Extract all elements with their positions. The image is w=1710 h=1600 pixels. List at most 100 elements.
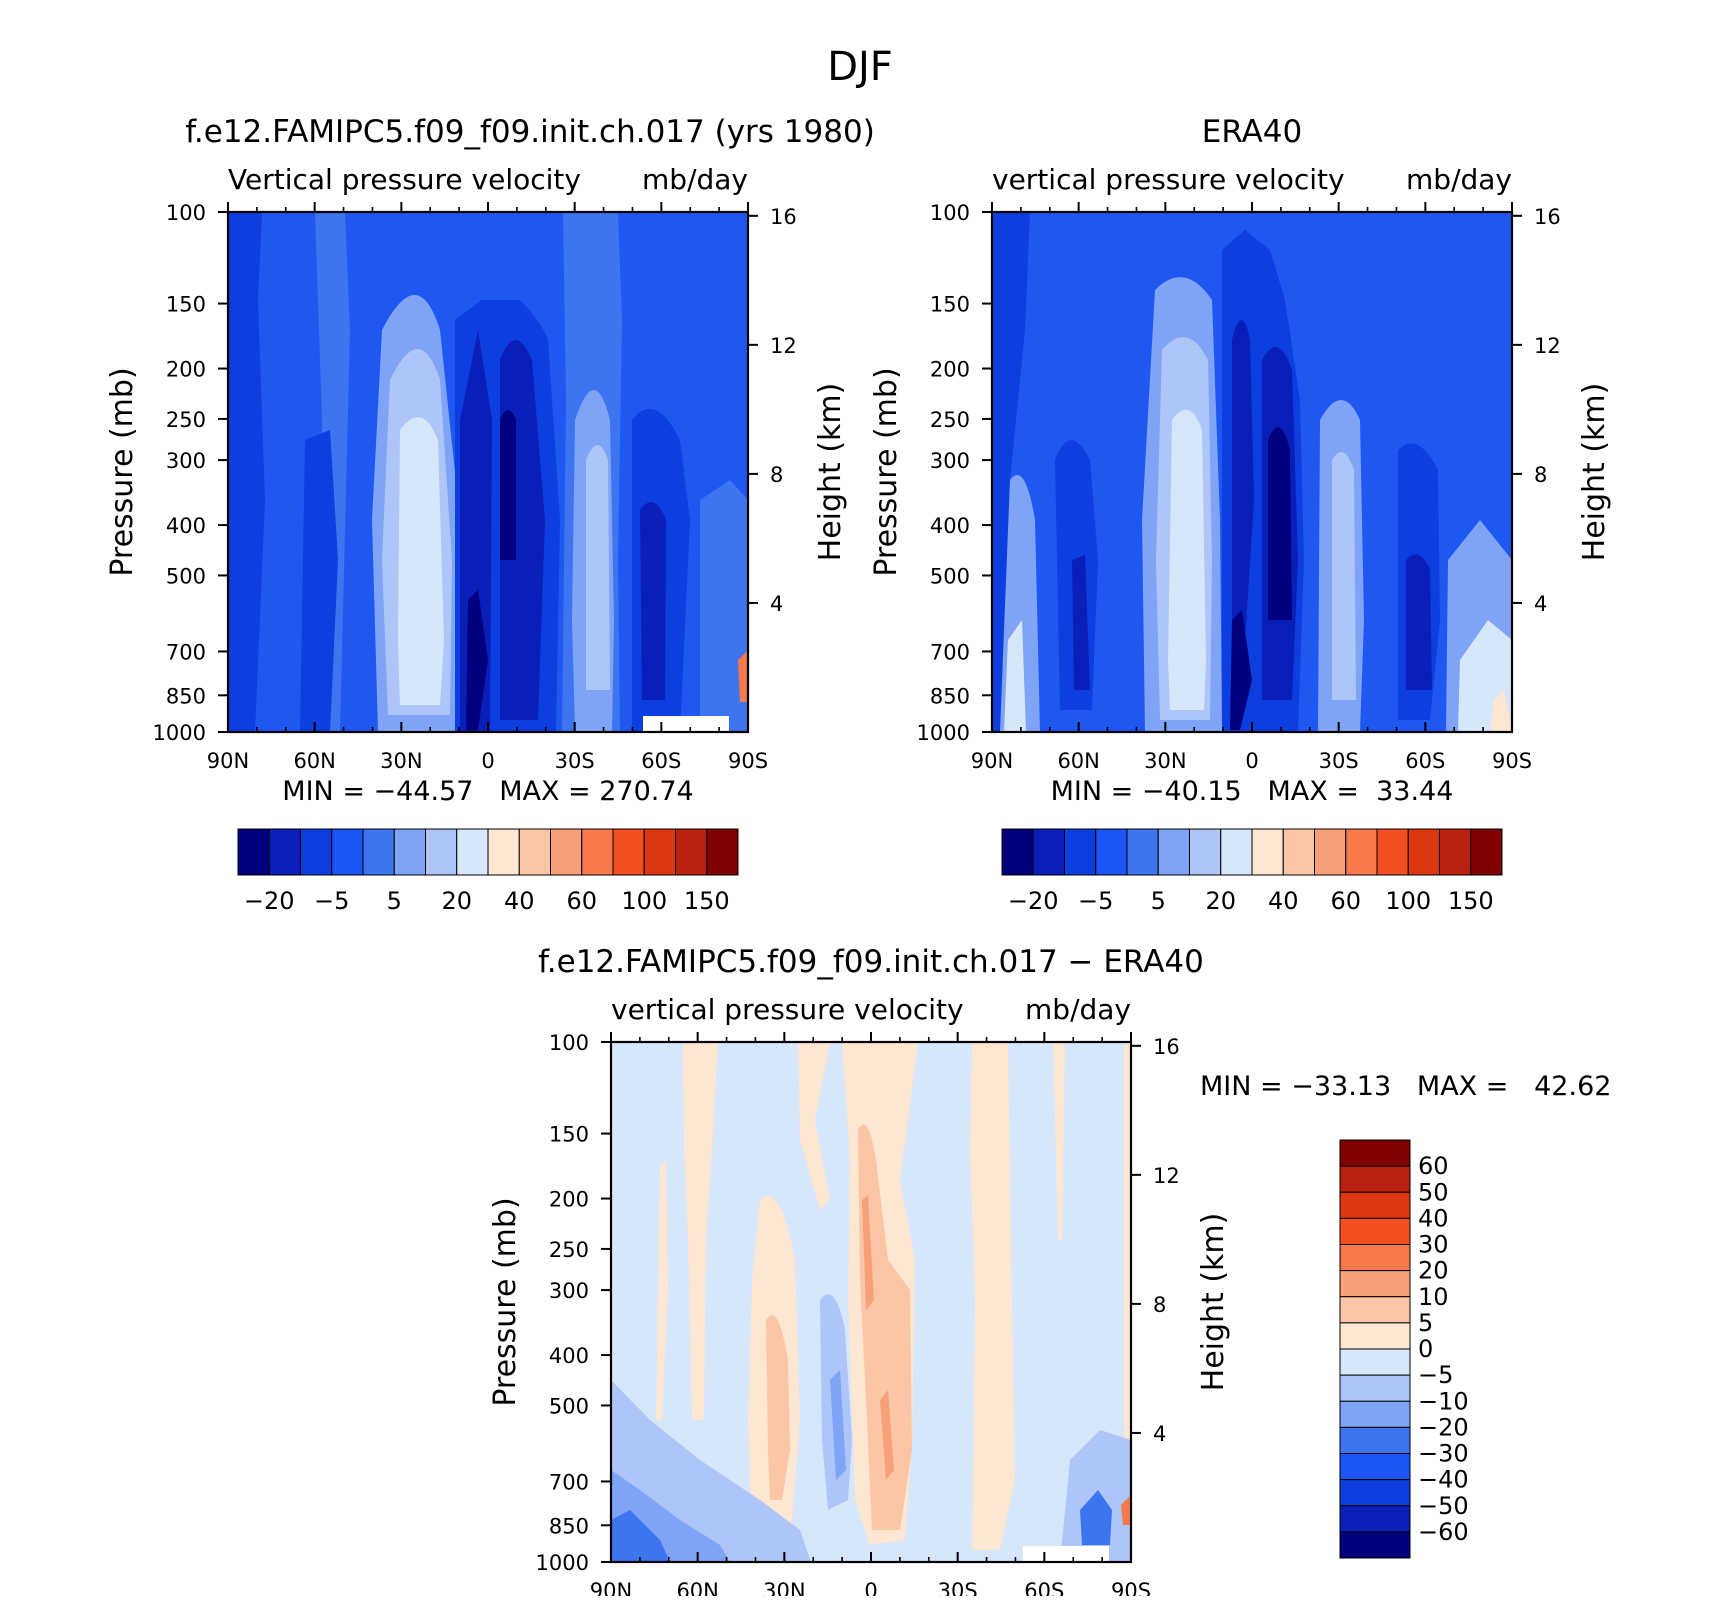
colorbar-swatch xyxy=(487,828,520,876)
obs-colorbar: −20 −5 5 20 40 60 100 150 xyxy=(1001,828,1503,915)
x-tick-label: 90S xyxy=(728,749,768,773)
obs-band-polar xyxy=(992,212,1030,732)
colorbar-swatch xyxy=(1095,828,1128,876)
colorbar-swatch xyxy=(1032,828,1065,876)
obs-field xyxy=(992,212,1512,732)
colorbar-swatch xyxy=(550,828,583,876)
obs-y2label: Height (km) xyxy=(1577,383,1612,562)
obs-band-itcz-4 xyxy=(1268,427,1292,620)
model-ylabel: Pressure (mb) xyxy=(105,367,140,576)
obs-band-itcz-5 xyxy=(1230,610,1252,730)
diff-band-6 xyxy=(970,1042,1015,1550)
colorbar-label: −20 xyxy=(244,887,295,915)
model-field xyxy=(228,212,748,732)
y-tick-label: 400 xyxy=(166,514,206,538)
model-band-polar-pos xyxy=(738,650,748,702)
colorbar-swatch xyxy=(706,828,739,876)
y2-tick-label: 8 xyxy=(1534,463,1547,487)
obs-band-sh-polar-3 xyxy=(1490,690,1512,732)
x-tick-label: 90S xyxy=(1492,749,1532,773)
x-tick-label: 60S xyxy=(1024,1579,1064,1596)
x-tick-label: 60S xyxy=(641,749,681,773)
y2-tick-label: 12 xyxy=(1153,1164,1180,1188)
model-missing-region xyxy=(643,716,729,732)
x-tick-label: 90S xyxy=(1111,1579,1151,1596)
diff-stats: MIN = −33.13 MAX = 42.62 xyxy=(1200,1071,1611,1102)
colorbar-swatch xyxy=(1339,1139,1411,1167)
y-tick-label: 300 xyxy=(549,1279,589,1303)
colorbar-label: 20 xyxy=(1418,1257,1449,1285)
colorbar-swatch xyxy=(1470,828,1503,876)
y2-tick-label: 12 xyxy=(1534,334,1561,358)
x-tick-label: 0 xyxy=(481,749,494,773)
colorbar-swatch xyxy=(518,828,551,876)
colorbar-swatch xyxy=(456,828,489,876)
y-tick-label: 150 xyxy=(166,293,206,317)
colorbar-label: −50 xyxy=(1418,1492,1469,1520)
diff-band-8 xyxy=(1124,1042,1131,1500)
colorbar-label: 50 xyxy=(1418,1178,1449,1206)
colorbar-swatch xyxy=(1339,1191,1411,1219)
diff-missing-region xyxy=(1023,1546,1109,1562)
colorbar-label: 150 xyxy=(1448,887,1494,915)
x-tick-label: 60N xyxy=(293,749,335,773)
colorbar-label: −40 xyxy=(1418,1466,1469,1494)
obs-axes: 90N 60N 30N 0 30S 60S 90S 100 150 200 250 300 400 500… xyxy=(917,201,1561,773)
colorbar-swatch xyxy=(1157,828,1190,876)
colorbar-label: −60 xyxy=(1418,1518,1469,1546)
colorbar-swatch xyxy=(612,828,645,876)
diff-band-9 xyxy=(766,1315,790,1500)
colorbar-label: 150 xyxy=(684,887,730,915)
y2-tick-label: 4 xyxy=(1153,1422,1166,1446)
colorbar-swatch xyxy=(1345,828,1378,876)
colorbar-swatch xyxy=(1339,1400,1411,1428)
y-tick-label: 250 xyxy=(166,408,206,432)
diff-band-7 xyxy=(1053,1042,1065,1240)
y2-tick-label: 8 xyxy=(770,463,783,487)
colorbar-swatch xyxy=(1376,828,1409,876)
colorbar-swatch xyxy=(1339,1505,1411,1533)
colorbar-swatch xyxy=(581,828,614,876)
x-tick-label: 60N xyxy=(1057,749,1099,773)
obs-ylabel: Pressure (mb) xyxy=(869,367,904,576)
y-tick-label: 1000 xyxy=(536,1551,589,1575)
colorbar-label: −20 xyxy=(1008,887,1059,915)
diff-band-4 xyxy=(798,1042,830,1210)
obs-subtitle-right: mb/day xyxy=(1406,163,1512,196)
y-tick-label: 250 xyxy=(549,1238,589,1262)
x-tick-label: 30S xyxy=(1319,749,1359,773)
diff-ylabel: Pressure (mb) xyxy=(488,1197,523,1406)
y-tick-label: 300 xyxy=(166,449,206,473)
colorbar-swatch xyxy=(237,828,270,876)
y-tick-label: 150 xyxy=(930,293,970,317)
model-band-itcz-max xyxy=(500,410,516,560)
model-y2label: Height (km) xyxy=(813,383,848,562)
model-band-itcz-low xyxy=(466,590,488,730)
model-colorbar: −20 −5 5 20 40 60 100 150 xyxy=(237,828,739,915)
colorbar-swatch xyxy=(1339,1296,1411,1324)
x-tick-label: 0 xyxy=(864,1579,877,1596)
model-band-sh-desc-inner xyxy=(586,445,610,690)
colorbar-label: −5 xyxy=(314,887,349,915)
colorbar-swatch xyxy=(1314,828,1347,876)
figure-title: DJF xyxy=(827,44,893,90)
y-tick-label: 300 xyxy=(930,449,970,473)
colorbar-swatch xyxy=(300,828,333,876)
model-subtitle-right: mb/day xyxy=(642,163,748,196)
y-tick-label: 100 xyxy=(549,1031,589,1055)
diff-title: f.e12.FAMIPC5.f09_f09.init.ch.017 − ERA4… xyxy=(538,944,1204,980)
y2-tick-label: 16 xyxy=(1534,205,1561,229)
diff-y2label: Height (km) xyxy=(1196,1213,1231,1392)
diff-subtitle-right: mb/day xyxy=(1025,993,1131,1026)
colorbar-swatch xyxy=(1339,1270,1411,1298)
diff-band-2 xyxy=(656,1160,668,1420)
y2-tick-label: 16 xyxy=(1153,1035,1180,1059)
colorbar-swatch xyxy=(1126,828,1159,876)
colorbar-label: 10 xyxy=(1418,1283,1449,1311)
colorbar-swatch xyxy=(362,828,395,876)
colorbar-label: 60 xyxy=(566,887,597,915)
obs-subtitle-left: vertical pressure velocity xyxy=(992,163,1345,196)
colorbar-swatch xyxy=(268,828,301,876)
colorbar-swatch xyxy=(1339,1322,1411,1350)
